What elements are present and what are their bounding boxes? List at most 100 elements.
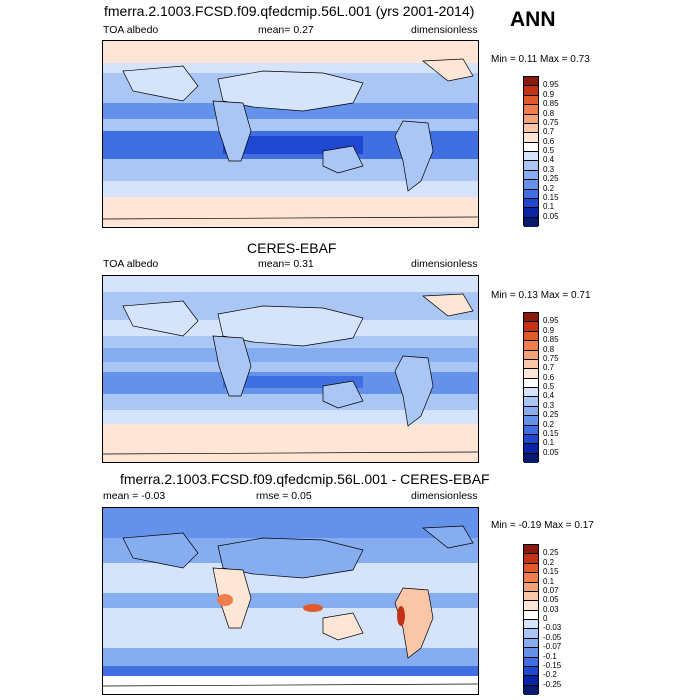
colorbar-tick-label: 0.75 bbox=[543, 117, 559, 127]
colorbar-tick-label: 0.15 bbox=[543, 192, 559, 202]
map-panel-diff bbox=[102, 507, 479, 695]
colorbar-segment bbox=[524, 123, 538, 134]
panel1-title: fmerra.2.1003.FCSD.f09.qfedcmip.56L.001 … bbox=[104, 3, 475, 19]
colorbar-tick-label: 0.5 bbox=[543, 146, 555, 155]
colorbar-tick-label: -0.25 bbox=[543, 679, 562, 689]
colorbar-segment bbox=[524, 563, 538, 574]
panel3-right-label: dimensionless bbox=[411, 490, 478, 502]
colorbar-tick-label: -0.07 bbox=[543, 642, 562, 652]
colorbar-segment bbox=[524, 666, 538, 677]
colorbar-segment bbox=[524, 161, 538, 171]
colorbar-segment bbox=[524, 170, 538, 181]
colorbar-tick-label: 0.95 bbox=[543, 80, 559, 90]
colorbar-tick-label: 0.3 bbox=[543, 400, 555, 410]
colorbar-segment bbox=[524, 208, 538, 218]
colorbar-segment bbox=[524, 425, 538, 435]
colorbar-panel3 bbox=[523, 544, 539, 695]
colorbar-segment bbox=[524, 133, 538, 143]
season-label: ANN bbox=[510, 8, 556, 31]
colorbar-tick-label: 0.4 bbox=[543, 391, 555, 401]
colorbar-tick-label: 0.2 bbox=[543, 557, 555, 567]
colorbar-tick-label: 0.25 bbox=[543, 548, 559, 558]
colorbar-segment bbox=[524, 554, 538, 564]
colorbar-tick-label: 0.1 bbox=[543, 438, 555, 448]
colorbar-segment bbox=[524, 610, 538, 620]
colorbar-tick-label: -0.03 bbox=[543, 623, 562, 633]
colorbar-segment bbox=[524, 416, 538, 426]
panel1-left-label: TOA albedo bbox=[103, 24, 159, 36]
colorbar-tick-label: 0.6 bbox=[543, 372, 555, 382]
colorbar-tick-label: 0.15 bbox=[543, 567, 559, 577]
colorbar-segment bbox=[524, 114, 538, 124]
colorbar-tick-label: 0.95 bbox=[543, 316, 559, 326]
colorbar-segment bbox=[524, 217, 538, 227]
colorbar-segment bbox=[524, 434, 538, 445]
panel1-center-label: mean= 0.27 bbox=[258, 24, 314, 36]
panel3-minmax: Min = -0.19 Max = 0.17 bbox=[491, 520, 594, 531]
colorbar-segment bbox=[524, 350, 538, 360]
colorbar-segment bbox=[524, 152, 538, 162]
panel2-right-label: dimensionless bbox=[411, 258, 478, 270]
colorbar-tick-label: 0.2 bbox=[543, 419, 555, 429]
colorbar-segment bbox=[524, 388, 538, 398]
panel1-minmax: Min = 0.11 Max = 0.73 bbox=[491, 54, 590, 65]
colorbar-tick-label: -0.05 bbox=[543, 632, 562, 642]
colorbar-segment bbox=[524, 359, 538, 370]
panel2-title: CERES-EBAF bbox=[247, 240, 337, 256]
colorbar-tick-label: 0.25 bbox=[543, 174, 559, 184]
colorbar-tick-label: 0.07 bbox=[543, 585, 559, 595]
colorbar-tick-label: 0.75 bbox=[543, 353, 559, 363]
colorbar-segment bbox=[524, 573, 538, 583]
colorbar-segment bbox=[524, 629, 538, 639]
colorbar-tick-label: 0.05 bbox=[543, 595, 559, 605]
colorbar-segment bbox=[524, 685, 538, 695]
colorbar-segment bbox=[524, 545, 538, 555]
colorbar-segment bbox=[524, 601, 538, 611]
colorbar-segment bbox=[524, 676, 538, 686]
panel2-minmax: Min = 0.13 Max = 0.71 bbox=[491, 290, 591, 301]
colorbar-segment bbox=[524, 95, 538, 106]
colorbar-segment bbox=[524, 105, 538, 115]
colorbar-tick-label: 0 bbox=[543, 614, 548, 623]
colorbar-panel2 bbox=[523, 312, 539, 463]
colorbar-segment bbox=[524, 582, 538, 592]
panel2-left-label: TOA albedo bbox=[103, 258, 159, 270]
colorbar-segment bbox=[524, 322, 538, 332]
colorbar-tick-label: 0.9 bbox=[543, 89, 555, 99]
colorbar-segment bbox=[524, 77, 538, 87]
colorbar-tick-label: 0.4 bbox=[543, 155, 555, 165]
colorbar-segment bbox=[524, 331, 538, 342]
colorbar-segment bbox=[524, 313, 538, 323]
colorbar-segment bbox=[524, 180, 538, 190]
colorbar-tick-label: 0.85 bbox=[543, 99, 559, 109]
colorbar-tick-label: 0.8 bbox=[543, 344, 555, 354]
colorbar-tick-label: 0.3 bbox=[543, 164, 555, 174]
colorbar-tick-label: -0.1 bbox=[543, 651, 557, 661]
colorbar-segment bbox=[524, 397, 538, 407]
colorbar-tick-label: -0.2 bbox=[543, 670, 557, 680]
colorbar-segment bbox=[524, 453, 538, 463]
colorbar-segment bbox=[524, 406, 538, 417]
colorbar-segment bbox=[524, 657, 538, 667]
colorbar-tick-label: 0.8 bbox=[543, 108, 555, 118]
colorbar-tick-label: 0.2 bbox=[543, 183, 555, 193]
colorbar-segment bbox=[524, 142, 538, 152]
colorbar-segment bbox=[524, 591, 538, 602]
colorbar-tick-label: 0.15 bbox=[543, 428, 559, 438]
colorbar-tick-label: 0.1 bbox=[543, 202, 555, 212]
panel3-left-label: mean = -0.03 bbox=[103, 490, 166, 502]
colorbar-tick-label: 0.05 bbox=[543, 211, 559, 221]
colorbar-segment bbox=[524, 189, 538, 199]
colorbar-segment bbox=[524, 378, 538, 388]
panel2-center-label: mean= 0.31 bbox=[258, 258, 314, 270]
colorbar-tick-label: 0.7 bbox=[543, 363, 555, 373]
colorbar-tick-label: 0.85 bbox=[543, 335, 559, 345]
colorbar-tick-label: 0.05 bbox=[543, 447, 559, 457]
colorbar-tick-label: 0.6 bbox=[543, 136, 555, 146]
colorbar-tick-label: 0.7 bbox=[543, 127, 555, 137]
colorbar-tick-label: 0.25 bbox=[543, 410, 559, 420]
colorbar-segment bbox=[524, 638, 538, 649]
colorbar-segment bbox=[524, 86, 538, 96]
colorbar-segment bbox=[524, 648, 538, 658]
map-panel-model bbox=[102, 40, 479, 228]
